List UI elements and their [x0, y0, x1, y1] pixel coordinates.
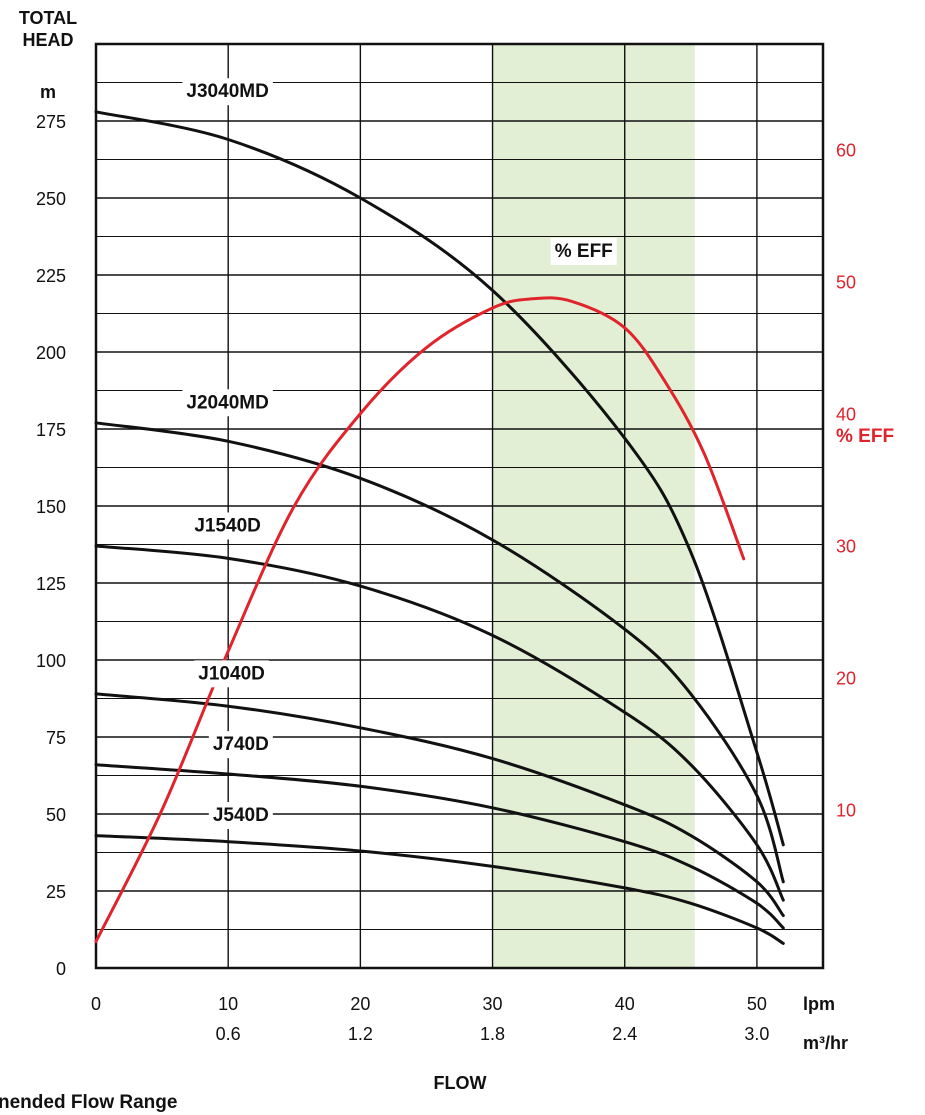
y-tick-label: 275 [36, 112, 66, 132]
x-tick-label-lpm: 0 [91, 994, 101, 1014]
series-label-j540d: J540D [208, 802, 273, 829]
curve-j540d [94, 834, 785, 945]
eff-tick-label: 60 [836, 141, 856, 161]
eff-tick-label: 20 [836, 669, 856, 689]
x-tick-label-m3hr: 3.0 [744, 1024, 769, 1044]
eff-tick-label: 50 [836, 273, 856, 293]
x-tick-label-lpm: 40 [615, 994, 635, 1014]
curve-j740d [94, 763, 785, 930]
x-tick-label-m3hr: 0.6 [216, 1024, 241, 1044]
y-tick-label: 100 [36, 651, 66, 671]
efficiency-label: % EFF [550, 237, 617, 265]
footnote-recommended-flow-range: nended Flow Range [0, 1092, 177, 1113]
y-axis-title: HEAD [22, 30, 73, 50]
series-label-j740d: J740D [208, 731, 273, 759]
series-label-j1540d-text: J1540D [194, 515, 261, 536]
y-tick-label: 250 [36, 189, 66, 209]
series-label-j1540d-box [190, 512, 265, 540]
series-label-j2040md-box [182, 389, 273, 417]
y-tick-label: 225 [36, 266, 66, 286]
eff-tick-label: 40 [836, 405, 856, 425]
x-tick-label-m3hr: 1.2 [348, 1024, 373, 1044]
x-tick-label-lpm: 30 [483, 994, 503, 1014]
y-tick-label: 75 [46, 728, 66, 748]
x-tick-label-lpm: 10 [218, 994, 238, 1014]
efficiency-label-box [550, 237, 617, 265]
series-label-j1040d-text: J1040D [198, 663, 265, 684]
y-tick-label: 125 [36, 574, 66, 594]
curve-j3040md [94, 110, 785, 847]
y-tick-label: 25 [46, 882, 66, 902]
y-tick-label: 150 [36, 497, 66, 517]
eff-tick-label: 10 [836, 801, 856, 821]
x-axis-title: FLOW [434, 1073, 487, 1093]
y-axis-title: TOTAL [19, 8, 77, 28]
series-label-j1040d: J1040D [194, 660, 269, 688]
x-tick-label-lpm: 50 [747, 994, 767, 1014]
x-unit-m3hr: m³/hr [803, 1033, 848, 1053]
series-label-j540d-box [208, 802, 273, 829]
series-label-j3040md-text: J3040MD [186, 81, 268, 102]
eff-tick-label: 30 [836, 537, 856, 557]
y-axis-unit: m [40, 82, 56, 102]
series-label-j1540d: J1540D [190, 512, 265, 540]
y-tick-label: 50 [46, 805, 66, 825]
x-tick-label-lpm: 20 [350, 994, 370, 1014]
series-label-j3040md-box [182, 78, 273, 106]
series-label-j3040md: J3040MD [182, 78, 273, 106]
series-label-j740d-text: J740D [213, 734, 269, 755]
curve-j2040md [94, 421, 785, 884]
plot-frame [94, 42, 825, 970]
series-label-j740d-box [208, 731, 273, 759]
eff-axis-title: % EFF [836, 426, 894, 447]
series-label-j2040md-text: J2040MD [186, 392, 268, 413]
curve-j1040d [94, 692, 785, 918]
y-tick-label: 0 [56, 959, 66, 979]
x-unit-lpm: lpm [803, 994, 835, 1014]
efficiency-curve [94, 296, 746, 944]
series-label-j2040md: J2040MD [182, 389, 273, 417]
y-tick-label: 200 [36, 343, 66, 363]
curve-j1540d [94, 544, 785, 902]
series-label-j540d-text: J540D [213, 805, 269, 826]
efficiency-label-text: % EFF [555, 241, 613, 262]
x-tick-label-m3hr: 2.4 [612, 1024, 637, 1044]
series-label-j1040d-box [194, 660, 269, 688]
x-tick-label-m3hr: 1.8 [480, 1024, 505, 1044]
y-tick-label: 175 [36, 420, 66, 440]
